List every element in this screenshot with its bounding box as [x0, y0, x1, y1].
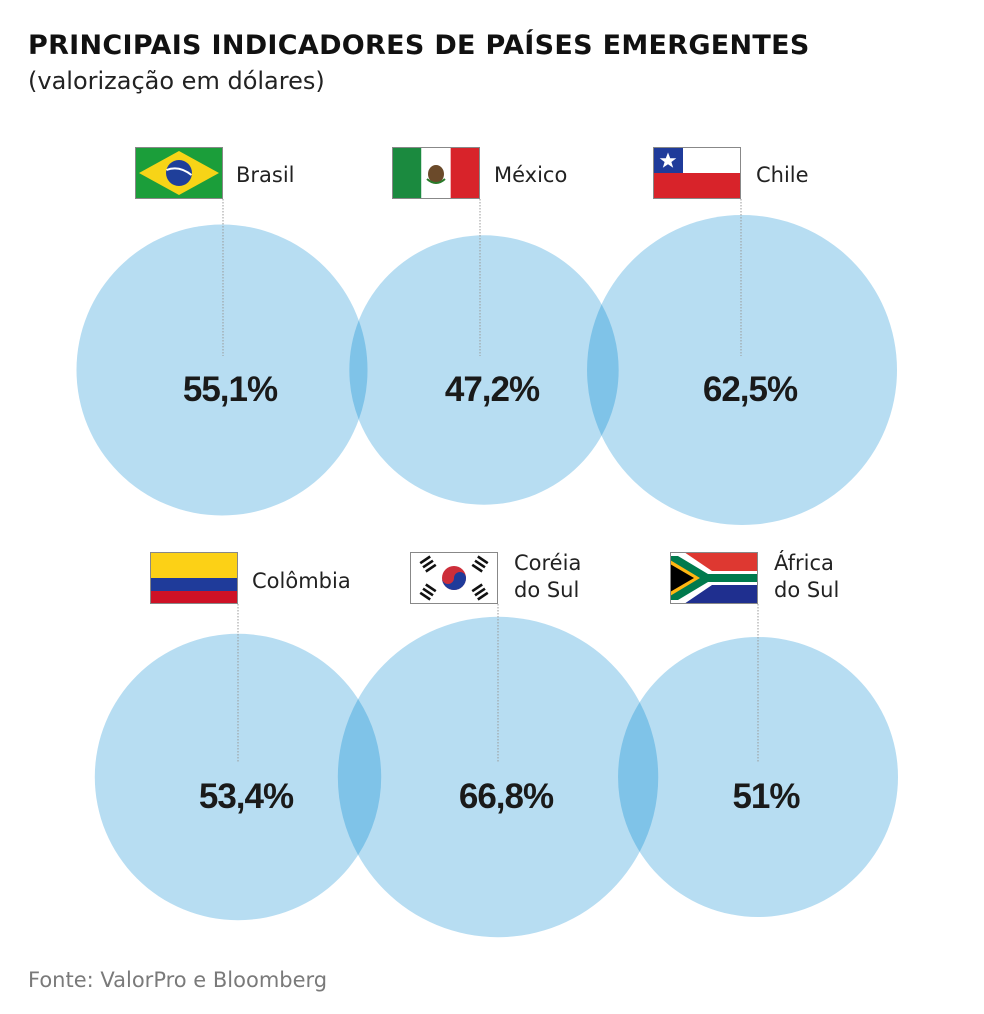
overlap-brazil-mexico [349, 320, 368, 420]
value-label-chile: 62,5% [703, 370, 798, 409]
bubble-colombia [94, 633, 382, 921]
value-label-south-africa: 51% [732, 777, 800, 816]
south-africa-flag-icon [670, 552, 758, 604]
value-label-colombia: 53,4% [199, 777, 294, 816]
value-label-south-korea: 66,8% [459, 777, 554, 816]
country-name-colombia: Colômbia [252, 569, 351, 593]
brazil-flag-icon [135, 147, 223, 199]
overlap-colombia-south-korea [337, 699, 382, 855]
south-korea-flag-icon [410, 552, 498, 604]
mexico-flag-icon [392, 147, 480, 199]
chart-subtitle: (valorização em dólares) [28, 67, 325, 95]
country-name-mexico: México [494, 163, 567, 187]
source-note: Fonte: ValorPro e Bloomberg [28, 968, 328, 992]
value-label-brazil: 55,1% [183, 370, 278, 409]
bubble-chile [587, 215, 897, 525]
colombia-flag-icon [150, 552, 238, 604]
value-label-mexico: 47,2% [445, 370, 540, 409]
country-name-chile: Chile [756, 163, 809, 187]
bubble-brazil [76, 224, 368, 516]
bubble-south-africa [618, 637, 898, 917]
chart-title: PRINCIPAIS INDICADORES DE PAÍSES EMERGEN… [28, 30, 810, 61]
country-name-south-africa: África do Sul [774, 550, 839, 602]
bubble-south-korea [337, 616, 659, 938]
bubble-mexico [349, 235, 619, 505]
country-name-brazil: Brasil [236, 163, 295, 187]
overlap-south-korea-south-africa [618, 702, 659, 852]
overlap-mexico-chile [587, 304, 619, 436]
chile-flag-icon [653, 147, 741, 199]
country-name-south-korea: Coréia do Sul [514, 551, 581, 602]
